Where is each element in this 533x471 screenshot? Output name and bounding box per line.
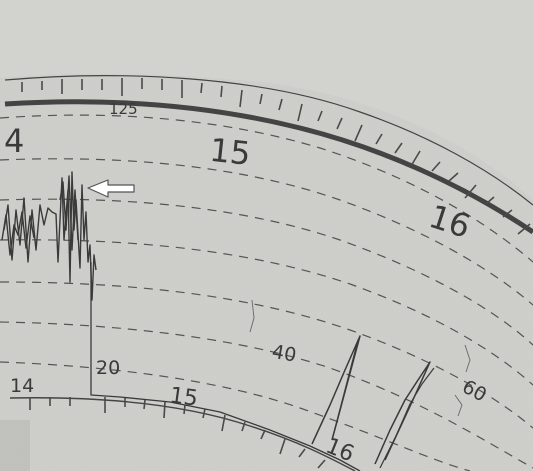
- outer-paper-area: [0, 0, 533, 200]
- inner-label-20: 20: [96, 357, 120, 379]
- outer-scale-ring: [4, 75, 533, 235]
- inner-label-14: 14: [10, 375, 34, 397]
- recorded-trace: [1, 171, 471, 471]
- outer-tick-marks: [21, 78, 531, 235]
- dashed-rings: [0, 114, 533, 471]
- speed-label-125: 125: [109, 100, 138, 118]
- left-arrow-icon: [87, 179, 135, 198]
- inner-label-15: 15: [168, 383, 199, 412]
- speed-band-thick: [4, 99, 533, 235]
- inner-scale-ring: [9, 397, 356, 471]
- hour-label-15: 15: [208, 131, 252, 173]
- inner-tick-marks: [29, 397, 326, 469]
- corner-shadow: [0, 420, 30, 471]
- distance-label-40: 40: [270, 341, 298, 367]
- chart-numerals: 125 4 15 16 40 60 20 14 15 16: [4, 100, 490, 467]
- hour-label-14-partial: 4: [4, 122, 24, 160]
